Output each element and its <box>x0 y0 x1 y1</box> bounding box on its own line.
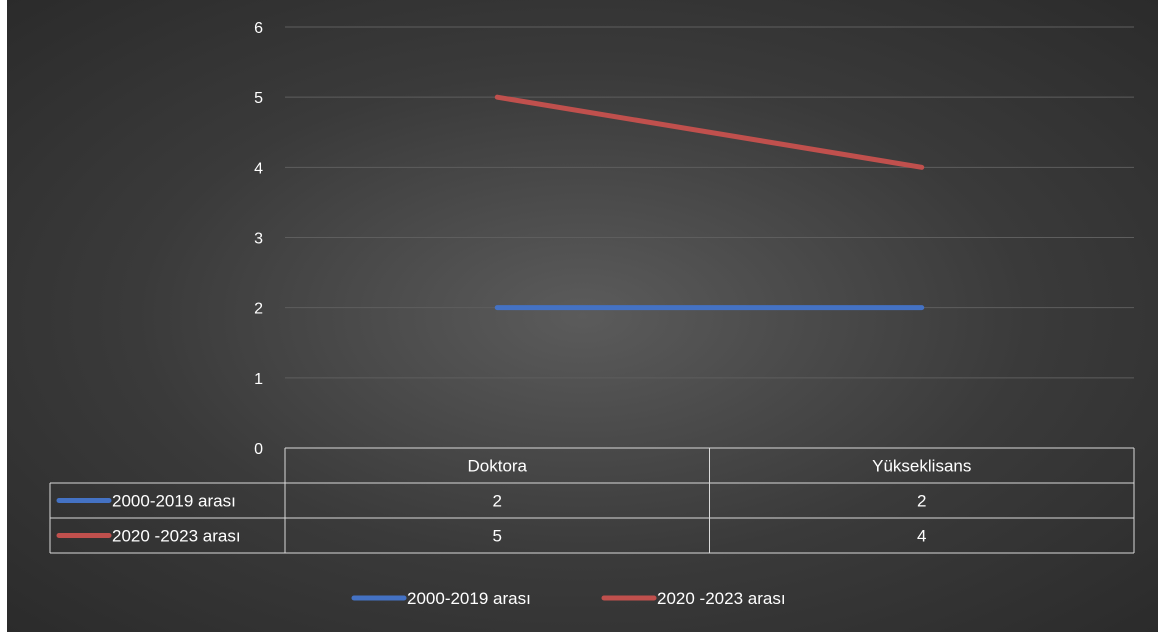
y-tick-label: 5 <box>254 90 263 107</box>
data-label: 5 <box>493 527 502 546</box>
data-label: 4 <box>917 527 926 546</box>
y-tick-label: 2 <box>254 301 263 318</box>
data-label: 2 <box>917 492 926 511</box>
x-tick-label: Yükseklisans <box>872 457 971 476</box>
y-tick-label: 6 <box>254 20 263 37</box>
legend-label: 2000-2019 arası <box>407 589 531 608</box>
legend-label: 2020 -2023 arası <box>657 589 786 608</box>
data-label: 2 <box>493 492 502 511</box>
y-tick-label: 0 <box>254 441 263 458</box>
x-tick-label: Doktora <box>467 457 527 476</box>
y-tick-label: 1 <box>254 371 263 388</box>
chart-area: 0 1 2 3 4 5 6 Doktora Yükseklisans 2000-2019 aras… <box>7 0 1158 632</box>
series-line <box>494 94 925 170</box>
y-tick-label: 4 <box>254 160 263 177</box>
series-label: 2020 -2023 arası <box>112 527 241 546</box>
line-chart: 0 1 2 3 4 5 6 Doktora Yükseklisans 2000-2019 aras… <box>49 20 1135 608</box>
y-tick-label: 3 <box>254 231 263 248</box>
series-label: 2000-2019 arası <box>112 492 236 511</box>
